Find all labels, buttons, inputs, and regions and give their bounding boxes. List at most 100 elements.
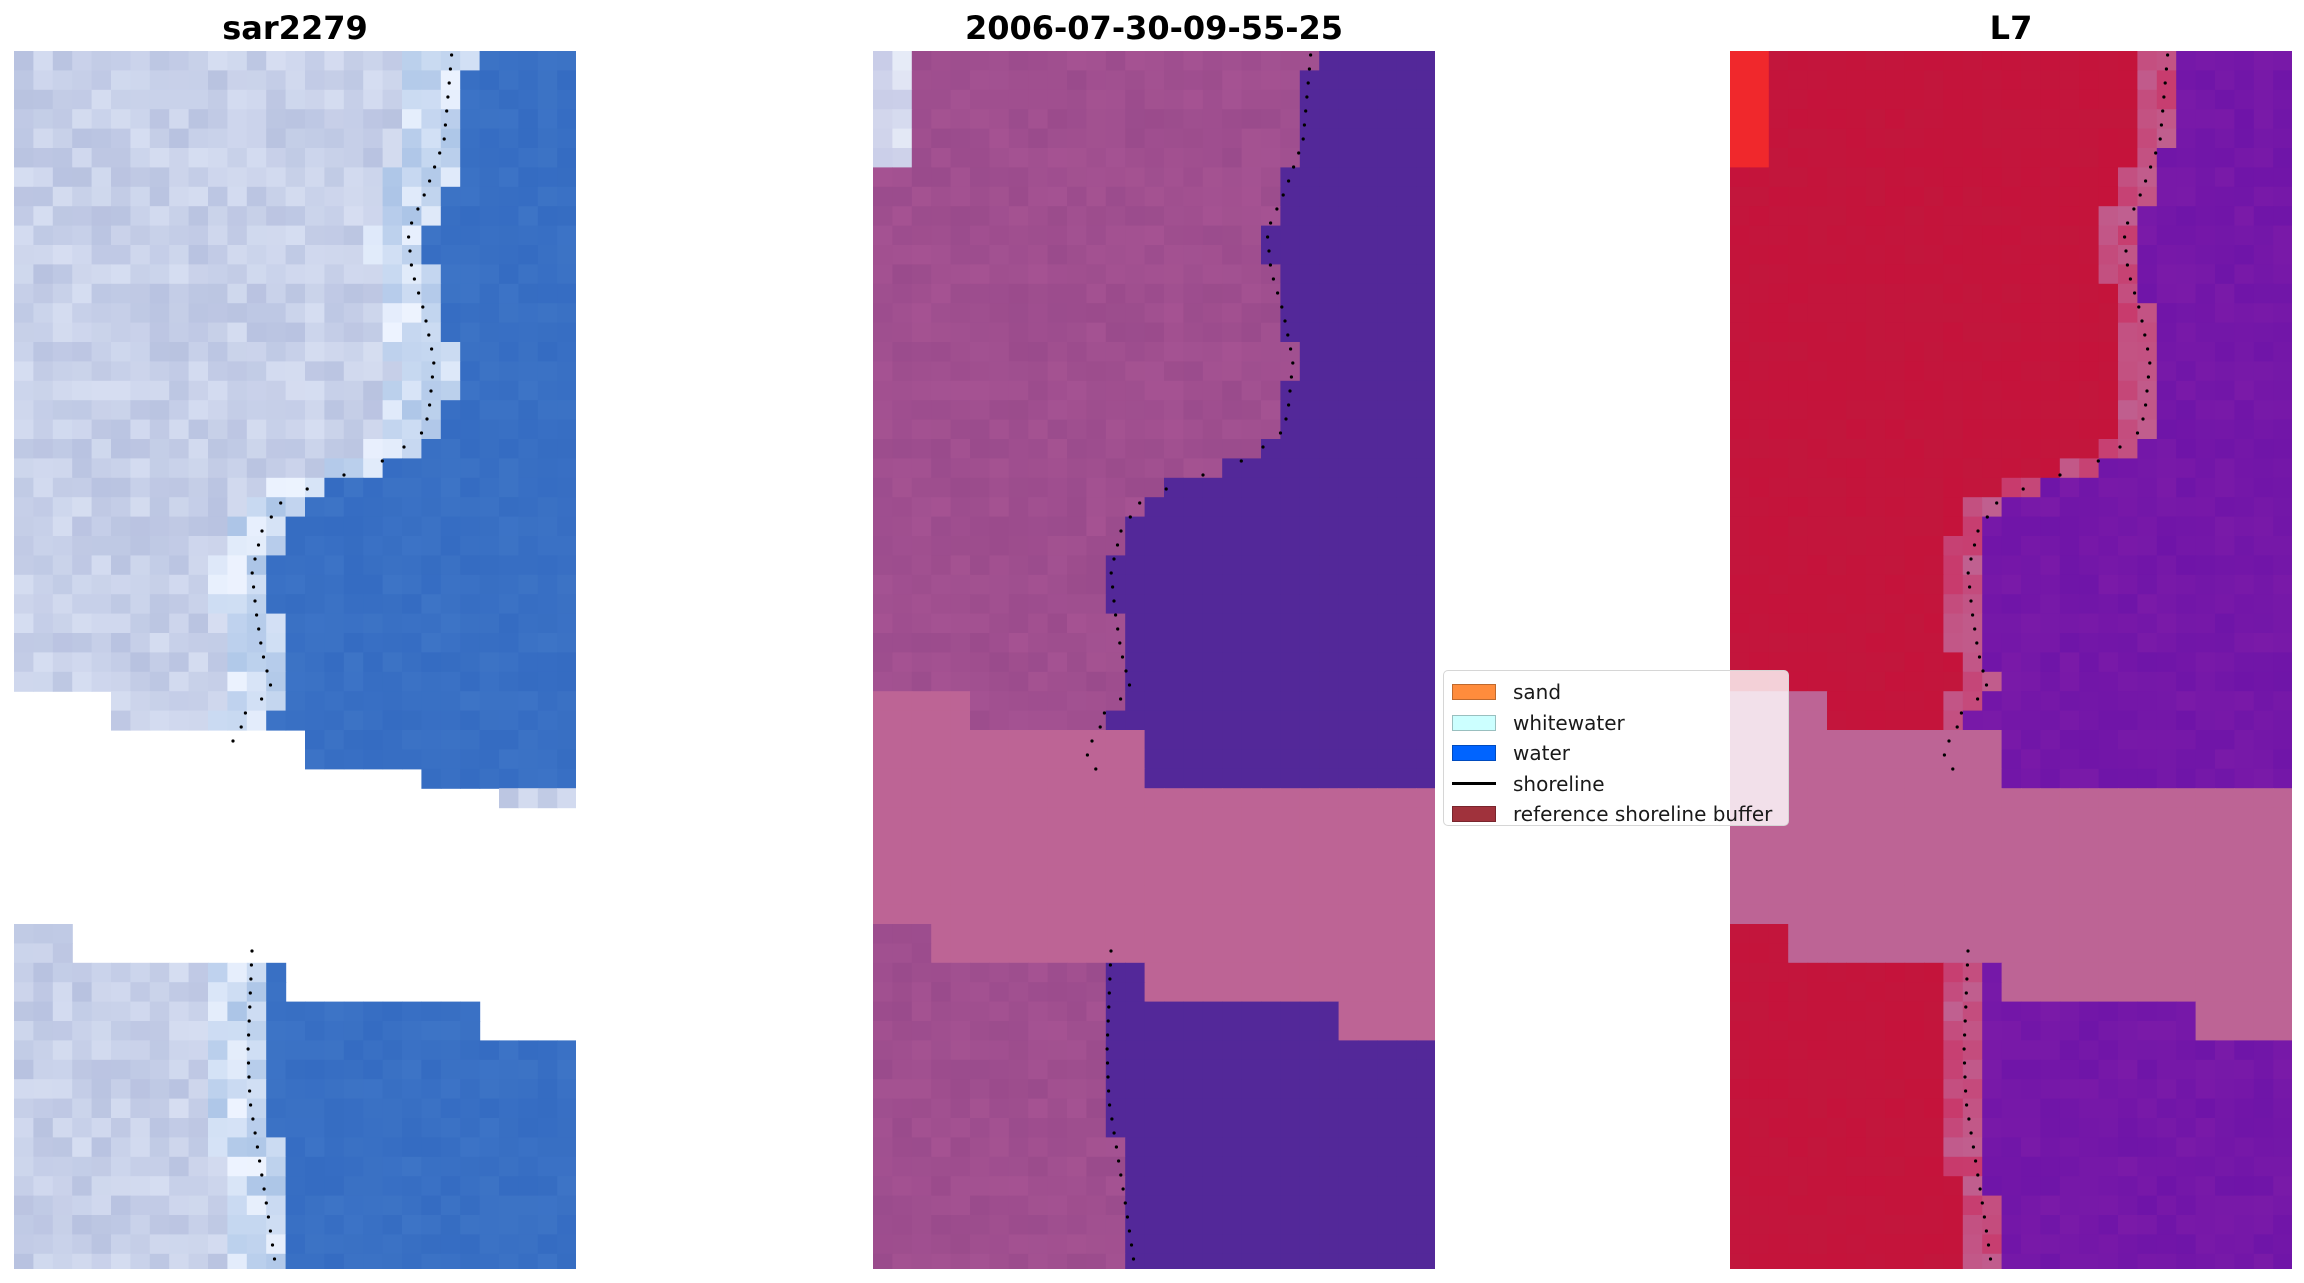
pixel-cell [1943,264,1964,285]
pixel-cell [892,749,913,770]
pixel-cell [33,671,54,692]
pixel-cell [1924,186,1944,207]
pixel-cell [33,245,54,265]
pixel-cell [2118,225,2138,246]
pixel-cell [33,1059,54,1080]
pixel-cell [2215,245,2235,265]
pixel-cell [440,710,461,731]
pixel-cell [324,633,345,653]
pixel-cell [892,924,913,944]
pixel-cell [169,186,190,207]
pixel-cell [1261,342,1281,362]
shoreline-point [1164,487,1168,491]
pixel-cell [1008,1079,1029,1100]
pixel-cell [1008,749,1029,770]
pixel-cell [873,167,893,188]
pixel-cell [33,264,54,285]
pixel-cell [1846,982,1867,1003]
pixel-cell [2059,574,2080,595]
pixel-cell [1416,807,1435,828]
pixel-cell [1241,477,1262,498]
pixel-cell [479,516,500,537]
pixel-cell [1396,613,1417,634]
pixel-cell [1338,1215,1359,1235]
pixel-cell [402,633,422,653]
pixel-cell [499,283,519,304]
pixel-cell [52,70,73,91]
pixel-cell [950,594,971,615]
pixel-cell [1338,1021,1359,1041]
pixel-cell [1885,613,1906,634]
pixel-cell [460,1040,481,1061]
pixel-cell [421,749,442,770]
pixel-cell [72,671,93,692]
pixel-cell [1319,613,1340,634]
pixel-cell [2273,865,2292,886]
pixel-cell [1028,380,1049,401]
pixel-cell [2273,128,2292,149]
pixel-cell [208,206,228,227]
pixel-cell [1241,89,1262,110]
pixel-cell [1827,536,1847,556]
pixel-cell [1222,342,1243,362]
pixel-cell [227,982,248,1003]
pixel-cell [1885,710,1906,731]
pixel-cell [1943,245,1964,265]
pixel-cell [1047,827,1068,847]
pixel-cell [188,1195,209,1216]
pixel-cell [91,1118,112,1138]
pixel-cell [1241,283,1262,304]
pixel-cell [72,1195,93,1216]
pixel-cell [1183,710,1204,731]
pixel-cell [2215,885,2235,906]
pixel-cell [421,361,442,382]
pixel-cell [2118,1001,2138,1022]
pixel-cell [557,109,576,130]
pixel-cell [557,206,576,227]
pixel-cell [2137,109,2158,130]
pixel-cell [1924,691,1944,712]
pixel-cell [1261,1215,1281,1235]
pixel-cell [2079,613,2100,634]
pixel-cell [1377,982,1398,1003]
pixel-cell [2098,691,2119,712]
pixel-cell [14,303,34,324]
pixel-cell [2234,89,2255,110]
pixel-cell [227,1215,248,1235]
pixel-cell [2118,555,2138,576]
pixel-cell [970,89,990,110]
pixel-cell [1144,1059,1165,1080]
pixel-cell [989,594,1010,615]
pixel-cell [1144,710,1165,731]
pixel-cell [169,555,190,576]
pixel-cell [1396,1234,1417,1255]
pixel-cell [246,1040,267,1061]
pixel-cell [2001,749,2022,770]
pixel-cell [1865,943,1886,964]
pixel-cell [2253,943,2274,964]
pixel-cell [1299,827,1320,847]
pixel-cell [1299,1098,1320,1119]
pixel-cell [1183,516,1204,537]
pixel-cell [169,1176,190,1197]
pixel-cell [1125,924,1146,944]
pixel-cell [1299,245,1320,265]
pixel-cell [537,458,558,479]
pixel-cell [2273,1059,2292,1080]
pixel-cell [1358,1001,1378,1022]
pixel-cell [1924,555,1944,576]
pixel-cell [2021,342,2041,362]
pixel-cell [1396,245,1417,265]
pixel-cell [1807,885,1828,906]
pixel-cell [2001,148,2022,168]
pixel-cell [2273,904,2292,925]
pixel-cell [111,1001,131,1022]
pixel-cell [188,1118,209,1138]
pixel-cell [1280,691,1301,712]
pixel-cell [440,1234,461,1255]
pixel-cell [950,303,971,324]
pixel-cell [2021,924,2041,944]
pixel-cell [169,419,190,440]
pixel-cell [1788,1021,1809,1041]
pixel-cell [266,982,287,1003]
